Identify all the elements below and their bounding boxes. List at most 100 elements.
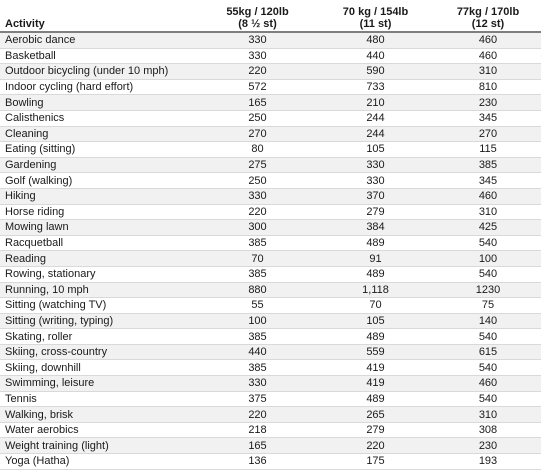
calories-55kg-cell: 220 [196,63,316,80]
calories-77kg-cell: 540 [432,359,541,377]
calories-55kg-cell: 250 [196,172,316,189]
table-row: Weight training (light) 165 220 230 [0,437,541,455]
calories-55kg-cell: 270 [196,126,316,143]
calories-77kg-cell: 615 [432,344,541,361]
calories-77kg-cell: 460 [432,375,541,392]
activity-cell: Tennis [0,391,196,408]
calories-77kg-cell: 460 [432,32,541,49]
calories-70kg-cell: 279 [316,204,432,221]
calories-77kg-cell: 345 [432,172,541,189]
calories-55kg-cell: 165 [196,94,316,111]
table-row: Sitting (watching TV) 55 70 75 [0,297,541,314]
calories-70kg-cell: 480 [316,32,432,49]
activity-cell: Running, 10 mph [0,282,196,299]
table-row: Basketball 330 440 460 [0,48,541,65]
table-row: Cleaning 270 244 270 [0,126,541,143]
activity-cell: Yoga (Hatha) [0,453,196,470]
header-weight-70kg: 70 kg / 154lb (11 st) [316,0,432,33]
calories-55kg-cell: 70 [196,250,316,267]
calories-55kg-cell: 572 [196,79,316,96]
header-weight-77kg-line2: (12 st) [471,18,505,30]
activity-cell: Cleaning [0,126,196,143]
calories-70kg-cell: 489 [316,266,432,283]
calories-55kg-cell: 375 [196,391,316,408]
activity-cell: Horse riding [0,204,196,221]
calories-77kg-cell: 270 [432,126,541,143]
activity-cell: Swimming, leisure [0,375,196,392]
calories-70kg-cell: 265 [316,406,432,423]
calories-70kg-cell: 440 [316,48,432,65]
table-row: Gardening 275 330 385 [0,157,541,174]
table-row: Running, 10 mph 880 1,118 1230 [0,282,541,299]
calories-77kg-cell: 425 [432,219,541,236]
calories-77kg-cell: 540 [432,266,541,283]
table-row: Indoor cycling (hard effort) 572 733 810 [0,79,541,96]
calories-77kg-cell: 810 [432,79,541,96]
activity-cell: Hiking [0,188,196,205]
activity-cell: Walking, brisk [0,406,196,423]
calories-70kg-cell: 210 [316,94,432,111]
calories-77kg-cell: 140 [432,313,541,330]
calories-70kg-cell: 559 [316,344,432,361]
calories-77kg-cell: 460 [432,188,541,205]
calories-55kg-cell: 330 [196,48,316,65]
header-row: Activity 55kg / 120lb (8 ½ st) 70 kg / 1… [0,0,541,33]
activity-cell: Racquetball [0,235,196,252]
table-row: Hiking 330 370 460 [0,188,541,205]
table-row: Skating, roller 385 489 540 [0,328,541,345]
header-activity: Activity [0,0,196,33]
calories-55kg-cell: 80 [196,141,316,158]
calories-55kg-cell: 55 [196,297,316,314]
calories-70kg-cell: 419 [316,359,432,377]
activity-cell: Golf (walking) [0,172,196,189]
calories-70kg-cell: 1,118 [316,282,432,299]
header-weight-77kg: 77kg / 170lb (12 st) [432,0,541,33]
table-row: Mowing lawn 300 384 425 [0,219,541,236]
calories-77kg-cell: 308 [432,422,541,439]
calories-77kg-cell: 1230 [432,282,541,299]
activity-cell: Reading [0,250,196,267]
calories-70kg-cell: 175 [316,453,432,470]
calories-77kg-cell: 310 [432,63,541,80]
activity-cell: Skiing, cross-country [0,344,196,361]
table-header: Activity 55kg / 120lb (8 ½ st) 70 kg / 1… [0,0,541,33]
calories-55kg-cell: 880 [196,282,316,299]
calories-77kg-cell: 310 [432,204,541,221]
activity-cell: Skating, roller [0,328,196,345]
activity-cell: Skiing, downhill [0,359,196,377]
calories-55kg-cell: 275 [196,157,316,174]
calories-55kg-cell: 385 [196,235,316,252]
calories-77kg-cell: 115 [432,141,541,158]
calories-70kg-cell: 244 [316,110,432,127]
calories-55kg-cell: 440 [196,344,316,361]
table-row: Skiing, cross-country 440 559 615 [0,344,541,361]
header-weight-55kg: 55kg / 120lb (8 ½ st) [196,0,316,33]
activity-cell: Outdoor bicycling (under 10 mph) [0,63,196,80]
table-row: Outdoor bicycling (under 10 mph) 220 590 31… [0,63,541,80]
activity-cell: Mowing lawn [0,219,196,236]
calories-77kg-cell: 100 [432,250,541,267]
table-row: Horse riding 220 279 310 [0,204,541,221]
calories-70kg-cell: 419 [316,375,432,392]
calories-55kg-cell: 250 [196,110,316,127]
activity-cell: Indoor cycling (hard effort) [0,79,196,96]
calories-77kg-cell: 75 [432,297,541,314]
calories-70kg-cell: 279 [316,422,432,439]
calories-70kg-cell: 590 [316,63,432,80]
calories-70kg-cell: 384 [316,219,432,236]
activity-cell: Sitting (watching TV) [0,297,196,314]
calories-77kg-cell: 460 [432,48,541,65]
calories-70kg-cell: 370 [316,188,432,205]
activity-cell: Eating (sitting) [0,141,196,158]
calories-70kg-cell: 733 [316,79,432,96]
calories-55kg-cell: 136 [196,453,316,470]
header-weight-70kg-line2: (11 st) [359,18,392,30]
table-row: Swimming, leisure 330 419 460 [0,375,541,392]
table-row: Rowing, stationary 385 489 540 [0,266,541,283]
table-row: Walking, brisk 220 265 310 [0,406,541,423]
table-row: Racquetball 385 489 540 [0,235,541,252]
calories-55kg-cell: 385 [196,359,316,377]
calories-55kg-cell: 100 [196,313,316,330]
calories-77kg-cell: 230 [432,94,541,111]
